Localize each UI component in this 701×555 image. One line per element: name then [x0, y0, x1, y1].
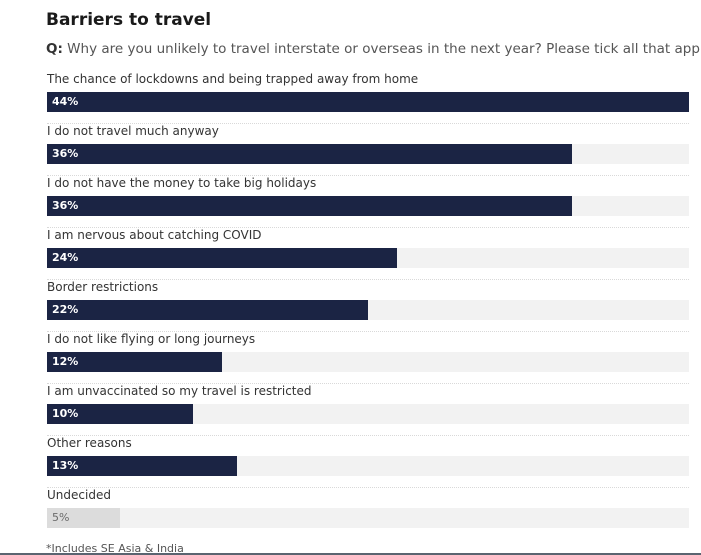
question-prefix: Q:	[46, 41, 63, 57]
category-label: I am nervous about catching COVID	[47, 228, 262, 242]
category-label: Undecided	[47, 488, 111, 502]
bar-track: 13%	[47, 456, 689, 476]
value-label: 5%	[52, 511, 70, 524]
category-label: Other reasons	[47, 436, 132, 450]
bar-row: Other reasons 13%	[47, 436, 689, 488]
bar-list: The chance of lockdowns and being trappe…	[47, 72, 689, 539]
value-label: 36%	[52, 147, 79, 160]
value-label: 12%	[52, 355, 79, 368]
bar-track: 5%	[47, 508, 689, 528]
bar	[47, 508, 120, 528]
category-label: Border restrictions	[47, 280, 159, 294]
bar-track: 10%	[47, 404, 689, 424]
bottom-divider	[0, 553, 701, 555]
bar-row: The chance of lockdowns and being trappe…	[47, 72, 689, 124]
bar-row: I am nervous about catching COVID 24%	[47, 228, 689, 280]
value-label: 24%	[52, 251, 79, 264]
bar	[47, 456, 237, 476]
chart-title: Barriers to travel	[46, 10, 212, 30]
footnote: *Includes SE Asia & India	[46, 542, 184, 555]
bar	[47, 248, 397, 268]
bar	[47, 144, 572, 164]
category-label: I do not travel much anyway	[47, 124, 219, 138]
bar-row: I do not like flying or long journeys 12%	[47, 332, 689, 384]
bar-track: 24%	[47, 248, 689, 268]
category-label: I do not like flying or long journeys	[47, 332, 256, 346]
bar-row: Undecided 5%	[47, 488, 689, 539]
value-label: 22%	[52, 303, 79, 316]
bar-row: I do not travel much anyway 36%	[47, 124, 689, 176]
value-label: 44%	[52, 95, 79, 108]
category-label: The chance of lockdowns and being trappe…	[47, 72, 419, 86]
bar-track: 36%	[47, 144, 689, 164]
bar-row: Border restrictions 22%	[47, 280, 689, 332]
bar	[47, 300, 368, 320]
bar	[47, 92, 689, 112]
bar-row: I am unvaccinated so my travel is restri…	[47, 384, 689, 436]
category-label: I do not have the money to take big holi…	[47, 176, 317, 190]
bar-track: 36%	[47, 196, 689, 216]
bar	[47, 404, 193, 424]
bar	[47, 196, 572, 216]
survey-question: Q: Why are you unlikely to travel inters…	[46, 41, 701, 57]
bar-track: 44%	[47, 92, 689, 112]
value-label: 13%	[52, 459, 79, 472]
value-label: 10%	[52, 407, 79, 420]
value-label: 36%	[52, 199, 79, 212]
bar-track: 12%	[47, 352, 689, 372]
category-label: I am unvaccinated so my travel is restri…	[47, 384, 312, 398]
bar-track: 22%	[47, 300, 689, 320]
bar-row: I do not have the money to take big holi…	[47, 176, 689, 228]
bar	[47, 352, 222, 372]
question-text: Why are you unlikely to travel interstat…	[67, 41, 701, 57]
